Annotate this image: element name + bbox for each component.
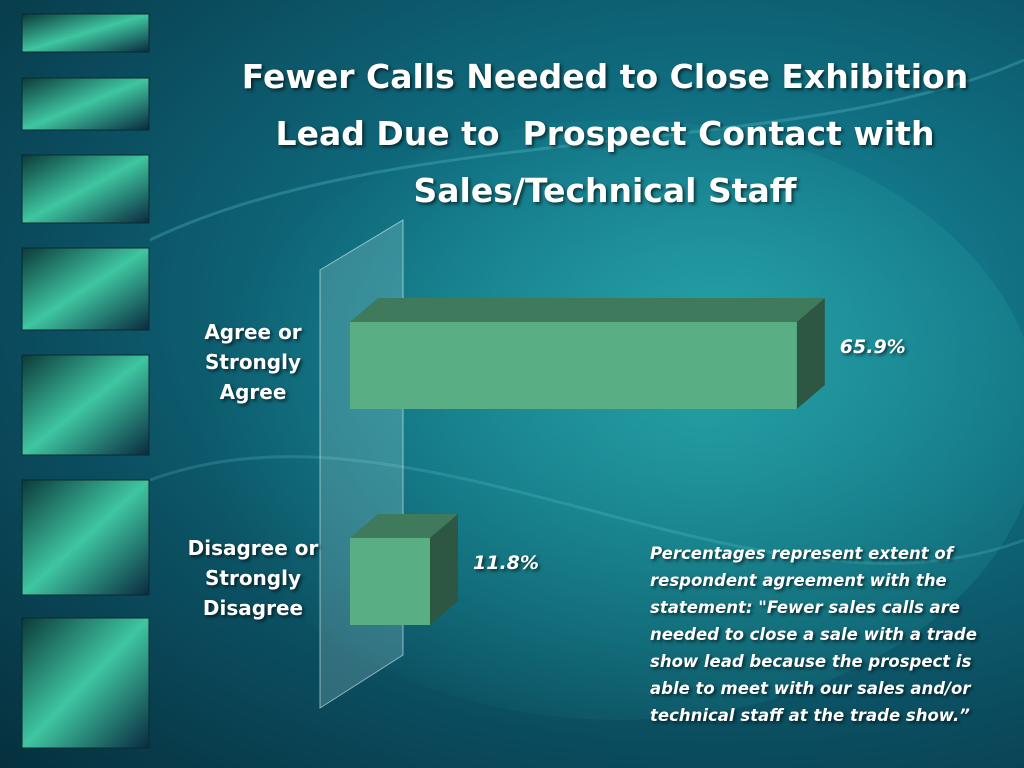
bar <box>350 322 797 409</box>
thumbnail-strip <box>21 13 150 749</box>
bar-side <box>430 514 459 625</box>
background-swirl <box>149 58 1024 242</box>
bar-side <box>796 298 825 409</box>
thumbnail <box>21 154 150 224</box>
category-label: Agree or Strongly Agree <box>204 319 302 404</box>
background-swirl <box>149 455 1024 565</box>
thumbnail <box>21 13 150 53</box>
category-label: Disagree or Strongly Disagree <box>187 535 319 620</box>
bar-top <box>350 514 459 538</box>
annotation: Percentages represent extent of responde… <box>650 544 977 725</box>
value-label: 11.8% <box>473 552 539 574</box>
axis-wall <box>319 219 404 709</box>
bar <box>350 538 431 625</box>
bar-top <box>350 298 825 322</box>
thumbnail <box>21 479 150 596</box>
thumbnail <box>21 247 150 331</box>
value-label: 65.9% <box>839 336 906 358</box>
thumbnail <box>21 354 150 456</box>
chart-title: Fewer Calls Needed to Close Exhibition L… <box>241 57 980 210</box>
thumbnail <box>21 77 150 131</box>
thumbnail <box>21 617 150 749</box>
